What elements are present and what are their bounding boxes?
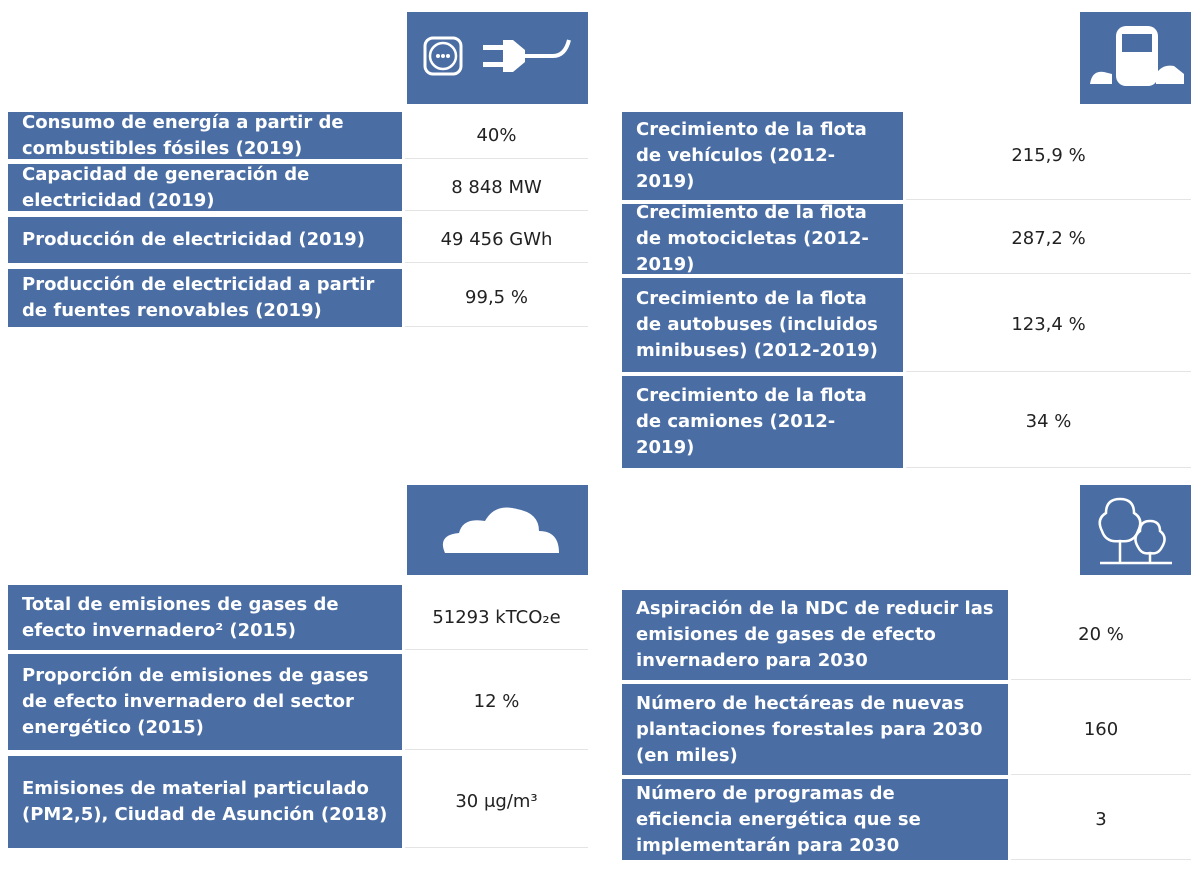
row-value: 20 % [1011,590,1191,680]
vehicles-icon [1080,12,1191,104]
row-label: Emisiones de material particulado (PM2,5… [8,756,402,848]
table-row: Crecimiento de la flota de camiones (201… [622,376,1191,468]
row-value: 3 [1011,779,1191,860]
row-value: 12 % [405,654,588,750]
row-value: 99,5 % [405,269,588,327]
table-row: Número de programas de eficiencia energé… [622,779,1191,860]
row-label: Total de emisiones de gases de efecto in… [8,585,402,650]
row-label: Proporción de emisiones de gases de efec… [8,654,402,750]
row-label: Consumo de energía a partir de combustib… [8,112,402,159]
table-row: Crecimiento de la flota de vehículos (20… [622,112,1191,200]
table-row: Aspiración de la NDC de reducir las emis… [622,590,1191,680]
table-row: Total de emisiones de gases de efecto in… [8,585,588,650]
trees-icon [1080,485,1191,575]
row-label: Crecimiento de la flota de motocicletas … [622,202,903,275]
row-value: 287,2 % [906,204,1191,274]
row-value: 160 [1011,684,1191,775]
plug-icon [407,12,588,104]
table-row: Consumo de energía a partir de combustib… [8,112,588,159]
cloud-icon [407,485,588,575]
row-label: Número de programas de eficiencia energé… [622,779,1008,860]
row-value: 49 456 GWh [405,217,588,263]
table-row: Producción de electricidad (2019) 49 456 … [8,217,588,263]
row-label: Producción de electricidad (2019) [8,217,402,263]
row-value: 34 % [906,376,1191,468]
row-label: Producción de electricidad a partir de f… [8,269,402,327]
row-label: Capacidad de generación de electricidad … [8,164,402,211]
table-row: Crecimiento de la flota de autobuses (in… [622,278,1191,372]
row-label: Aspiración de la NDC de reducir las emis… [622,590,1008,680]
row-label: Número de hectáreas de nuevas plantacion… [622,684,1008,775]
row-value: 215,9 % [906,112,1191,200]
table-row: Número de hectáreas de nuevas plantacion… [622,684,1191,775]
row-value: 123,4 % [906,278,1191,372]
table-row: Producción de electricidad a partir de f… [8,269,588,327]
row-value: 40% [405,112,588,159]
row-value: 51293 kTCO₂e [405,585,588,650]
row-label: Crecimiento de la flota de camiones (201… [622,376,903,468]
table-row: Proporción de emisiones de gases de efec… [8,654,588,750]
row-value: 8 848 MW [405,164,588,211]
table-row: Crecimiento de la flota de motocicletas … [622,202,1191,275]
table-row: Emisiones de material particulado (PM2,5… [8,756,588,848]
row-value: 30 μg/m³ [405,756,588,848]
row-label: Crecimiento de la flota de vehículos (20… [622,112,903,200]
table-row: Capacidad de generación de electricidad … [8,164,588,211]
row-label: Crecimiento de la flota de autobuses (in… [622,278,903,372]
